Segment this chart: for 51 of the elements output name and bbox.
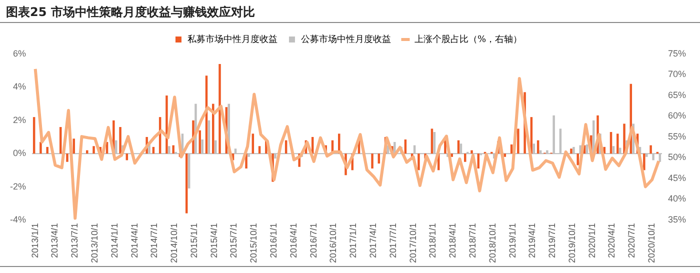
chart-title: 图表25 市场中性策略月度收益与赚钱效应对比 [0,0,700,23]
y2-tick-label: 40% [668,194,686,204]
x-tick-label: 2014/10/1 [169,222,180,264]
x-tick-label: 2019/10/1 [566,222,577,264]
x-tick-label: 2014/7/1 [149,222,160,258]
x-tick-label: 2018/7/1 [467,222,478,258]
x-tick-label: 2018/10/1 [487,222,498,264]
y-tick-label: 0% [12,148,26,158]
x-tick-label: 2015/1/1 [188,222,199,258]
x-tick-label: 2020/10/1 [646,222,657,264]
y-tick-label: -4% [10,214,26,224]
y2-tick-label: 70% [668,69,686,80]
x-tick-label: 2019/1/1 [507,222,518,258]
y2-tick-label: 65% [668,90,686,100]
x-tick-label: 2019/7/1 [547,222,558,258]
y-tick-label: 6% [12,48,26,58]
x-tick-label: 2016/10/1 [328,222,338,264]
y2-tick-label: 55% [668,131,686,142]
x-tick-label: 2020/4/1 [606,222,617,258]
x-tick-label: 2018/4/1 [448,222,458,258]
x-tick-label: 2019/4/1 [527,222,538,258]
x-tick-label: 2015/10/1 [248,222,259,264]
y2-tick-label: 60% [668,110,686,121]
y-tick-label: -2% [10,181,26,192]
x-tick-label: 2014/1/1 [109,222,120,258]
x-tick-label: 2017/1/1 [348,222,358,258]
legend-label: 上涨个股占比（%，右轴） [414,34,522,45]
x-tick-label: 2015/7/1 [228,222,239,258]
legend-label: 私募市场中性月度收益 [187,34,278,45]
x-tick-label: 2020/7/1 [626,222,637,258]
x-tick-label: 2013/1/1 [30,222,40,258]
y2-tick-label: 45% [668,172,686,183]
legend-label: 公募市场中性月度收益 [300,34,391,45]
x-tick-label: 2017/7/1 [388,222,398,258]
y-tick-label: 2% [12,114,26,125]
x-tick-label: 2016/7/1 [308,222,318,258]
x-tick-label: 2014/4/1 [129,222,140,258]
x-tick-label: 2018/1/1 [428,222,438,258]
y-tick-label: 4% [12,82,26,92]
x-tick-label: 2017/10/1 [408,222,418,264]
y2-tick-label: 75% [668,48,686,58]
y2-tick-label: 50% [668,152,686,162]
x-tick-label: 2016/4/1 [288,222,298,258]
x-tick-label: 2013/7/1 [70,222,80,258]
x-tick-label: 2020/1/1 [586,222,597,258]
x-tick-label: 2016/1/1 [268,222,279,258]
x-tick-label: 2013/4/1 [50,222,60,258]
x-tick-label: 2017/4/1 [368,222,378,258]
x-tick-label: 2013/10/1 [89,222,100,264]
x-tick-label: 2015/4/1 [208,222,219,258]
y2-tick-label: 35% [668,214,686,224]
